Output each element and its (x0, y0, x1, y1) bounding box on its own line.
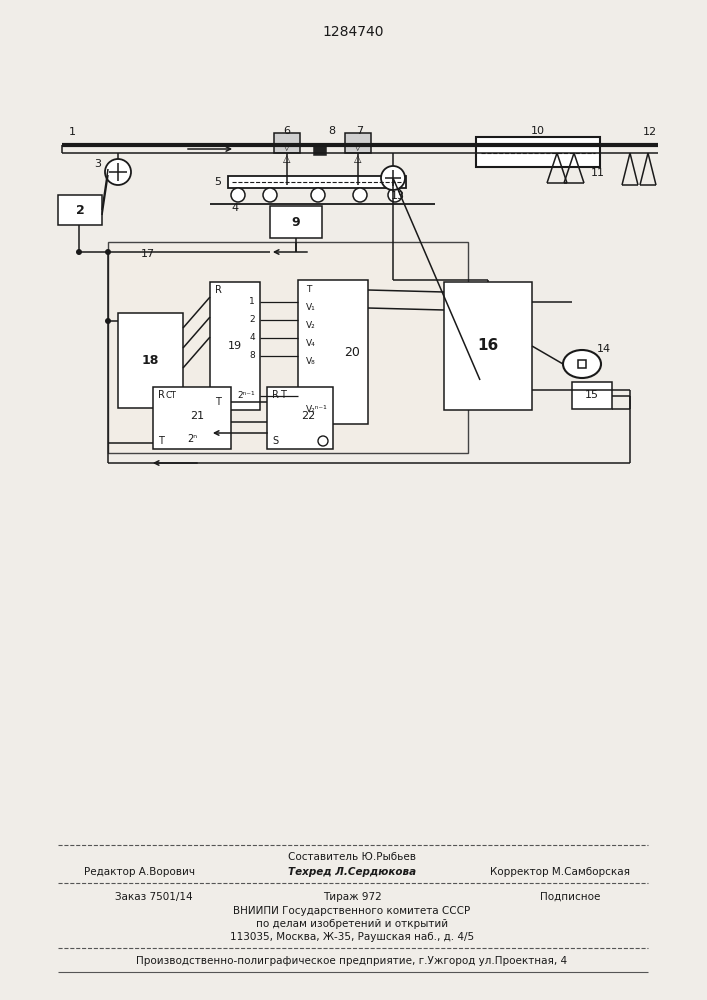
Bar (572, 382, 612, 409)
Text: V₂ⁿ⁻¹: V₂ⁿ⁻¹ (306, 406, 328, 414)
Text: △: △ (354, 154, 362, 164)
Bar (108, 242, 468, 453)
Text: ▽: ▽ (284, 142, 291, 152)
Text: 14: 14 (597, 344, 611, 354)
Text: V₂: V₂ (306, 322, 316, 330)
Text: 12: 12 (643, 127, 657, 137)
Bar (578, 360, 586, 368)
Bar (210, 282, 260, 410)
Bar (58, 195, 102, 225)
Text: 22: 22 (301, 411, 315, 421)
Bar (267, 387, 333, 449)
Text: 13: 13 (391, 191, 405, 201)
Text: 11: 11 (591, 168, 605, 178)
Circle shape (105, 159, 131, 185)
Text: S: S (272, 436, 278, 446)
Text: Тираж 972: Тираж 972 (322, 892, 381, 902)
Text: 113035, Москва, Ж-35, Раушская наб., д. 4/5: 113035, Москва, Ж-35, Раушская наб., д. … (230, 932, 474, 942)
Text: 18: 18 (142, 354, 159, 367)
Text: 4: 4 (231, 203, 238, 213)
Bar (228, 176, 406, 188)
Text: 19: 19 (228, 341, 242, 351)
Bar (345, 133, 371, 153)
Text: 17: 17 (141, 249, 155, 259)
Bar (476, 137, 600, 167)
Circle shape (231, 188, 245, 202)
Text: 2: 2 (250, 316, 255, 324)
Text: 15: 15 (585, 390, 599, 400)
Text: 3: 3 (95, 159, 102, 169)
Circle shape (353, 188, 367, 202)
Text: Редактор А.Ворович: Редактор А.Ворович (85, 867, 196, 877)
Text: 2: 2 (76, 204, 84, 217)
Text: V₁: V₁ (306, 302, 316, 312)
Text: 2ⁿ: 2ⁿ (187, 434, 197, 444)
Circle shape (388, 188, 402, 202)
Bar (444, 282, 532, 410)
Text: CT: CT (166, 390, 177, 399)
Text: 8: 8 (329, 126, 336, 136)
Text: T: T (215, 397, 221, 407)
Circle shape (76, 249, 82, 255)
Bar (270, 206, 322, 238)
Circle shape (105, 318, 111, 324)
Text: 16: 16 (477, 338, 498, 354)
Text: 9: 9 (292, 216, 300, 229)
Bar (118, 313, 183, 408)
Text: T: T (158, 436, 164, 446)
Text: ВНИИПИ Государственного комитета СССР: ВНИИПИ Государственного комитета СССР (233, 906, 471, 916)
Circle shape (381, 166, 405, 190)
Bar (298, 280, 368, 424)
Text: Производственно-полиграфическое предприятие, г.Ужгород ул.Проектная, 4: Производственно-полиграфическое предприя… (136, 956, 568, 966)
Text: 2ⁿ⁻¹: 2ⁿ⁻¹ (238, 391, 255, 400)
Circle shape (263, 188, 277, 202)
Text: Техред Л.Сердюкова: Техред Л.Сердюкова (288, 867, 416, 877)
Text: Подписное: Подписное (540, 892, 600, 902)
Text: R: R (158, 390, 165, 400)
Text: Составитель Ю.Рыбьев: Составитель Ю.Рыбьев (288, 852, 416, 862)
Text: 1: 1 (69, 127, 76, 137)
Bar (314, 145, 326, 155)
Text: 8: 8 (250, 352, 255, 360)
Bar (274, 133, 300, 153)
Text: V₈: V₈ (306, 358, 316, 366)
Text: V₄: V₄ (306, 340, 316, 349)
Text: 21: 21 (190, 411, 204, 421)
Text: 7: 7 (356, 126, 363, 136)
Text: 1: 1 (250, 298, 255, 306)
Text: T: T (306, 286, 311, 294)
Text: R: R (272, 390, 279, 400)
Circle shape (105, 249, 111, 255)
Circle shape (311, 188, 325, 202)
Text: 20: 20 (344, 346, 360, 359)
Ellipse shape (563, 350, 601, 378)
Text: 5: 5 (214, 177, 221, 187)
Text: Заказ 7501/14: Заказ 7501/14 (115, 892, 192, 902)
Text: Корректор М.Самборская: Корректор М.Самборская (490, 867, 630, 877)
Text: 4: 4 (250, 334, 255, 342)
Text: 6: 6 (284, 126, 291, 136)
Circle shape (318, 436, 328, 446)
Text: △: △ (284, 154, 291, 164)
Text: по делам изобретений и открытий: по делам изобретений и открытий (256, 919, 448, 929)
Text: T: T (280, 390, 286, 400)
Text: 1284740: 1284740 (322, 25, 384, 39)
Bar (153, 387, 231, 449)
Text: 10: 10 (531, 126, 545, 136)
Text: ▽: ▽ (354, 142, 362, 152)
Text: R: R (215, 285, 222, 295)
